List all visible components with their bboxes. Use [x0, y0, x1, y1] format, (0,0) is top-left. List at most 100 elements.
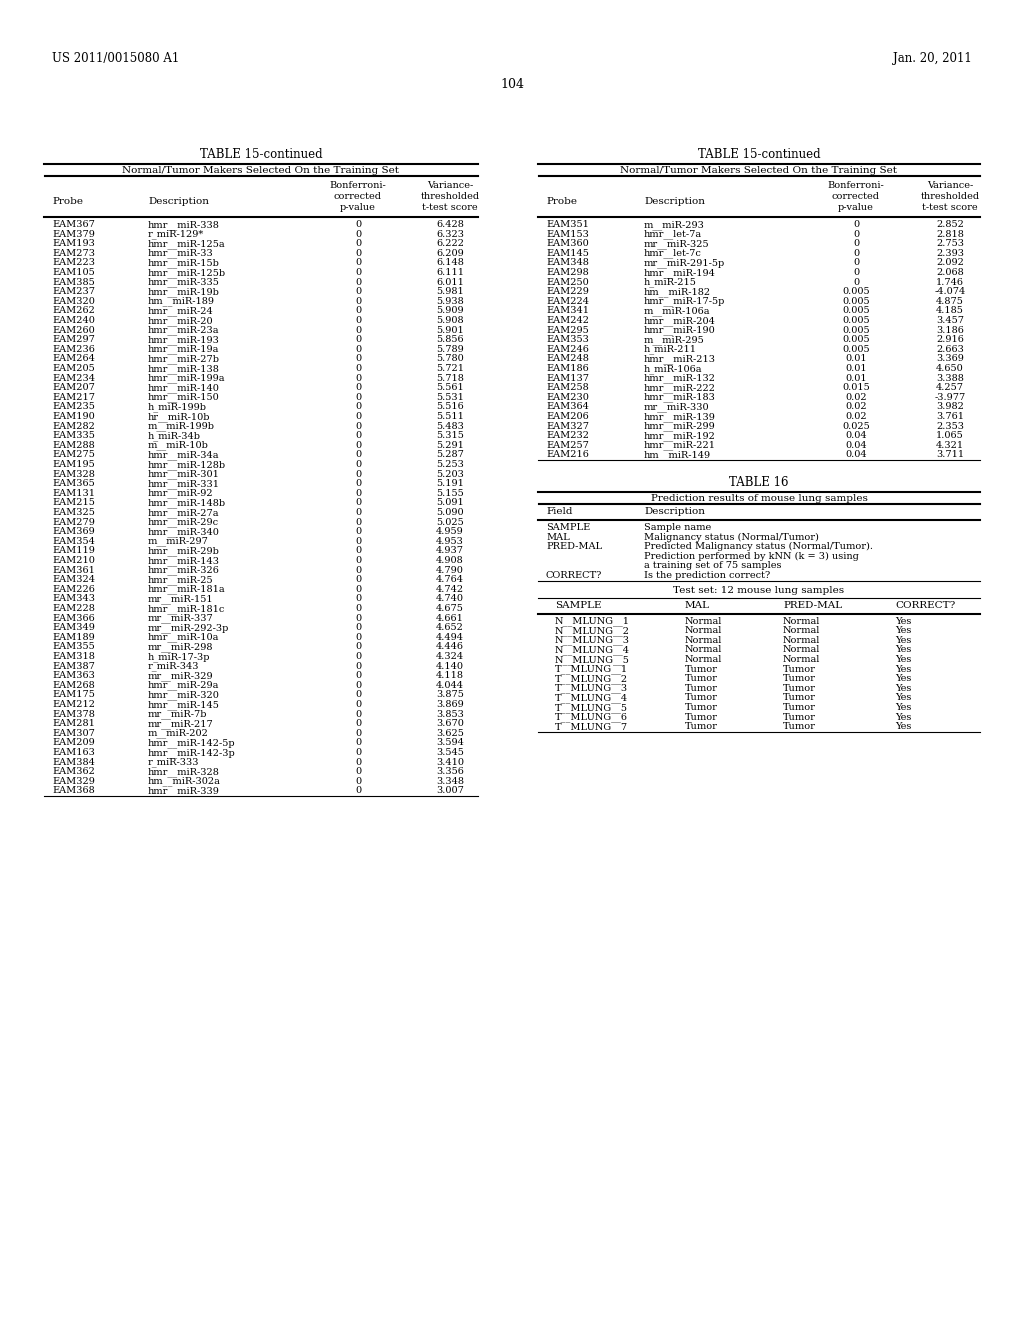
Text: m__miR-106a: m__miR-106a: [644, 306, 711, 315]
Text: Jan. 20, 2011: Jan. 20, 2011: [893, 51, 972, 65]
Text: T__MLUNG__2: T__MLUNG__2: [555, 675, 628, 684]
Text: EAM190: EAM190: [52, 412, 95, 421]
Text: 0.01: 0.01: [845, 364, 866, 374]
Text: 4.937: 4.937: [436, 546, 464, 556]
Text: 1.065: 1.065: [936, 432, 964, 440]
Text: Tumor: Tumor: [685, 675, 718, 684]
Text: N__MLUNG__2: N__MLUNG__2: [555, 626, 630, 636]
Text: 3.356: 3.356: [436, 767, 464, 776]
Text: Tumor: Tumor: [685, 722, 718, 731]
Text: EAM369: EAM369: [52, 527, 95, 536]
Text: EAM329: EAM329: [52, 776, 95, 785]
Text: Yes: Yes: [895, 616, 911, 626]
Text: 5.789: 5.789: [436, 345, 464, 354]
Text: hmr__miR-299: hmr__miR-299: [644, 421, 716, 432]
Text: m__miR-295: m__miR-295: [644, 335, 705, 345]
Text: 5.909: 5.909: [436, 306, 464, 315]
Text: Normal: Normal: [783, 655, 820, 664]
Text: a training set of 75 samples: a training set of 75 samples: [644, 561, 781, 570]
Text: 6.111: 6.111: [436, 268, 464, 277]
Text: 0: 0: [355, 297, 361, 306]
Text: EAM298: EAM298: [546, 268, 589, 277]
Text: -4.074: -4.074: [934, 288, 966, 296]
Text: 0: 0: [355, 787, 361, 796]
Text: hmr__miR-128b: hmr__miR-128b: [148, 459, 226, 470]
Text: hmr__miR-339: hmr__miR-339: [148, 787, 220, 796]
Text: hmr__miR-27b: hmr__miR-27b: [148, 354, 220, 364]
Text: hmr__miR-335: hmr__miR-335: [148, 277, 220, 288]
Text: EAM368: EAM368: [52, 787, 95, 796]
Text: EAM364: EAM364: [546, 403, 589, 412]
Text: EAM282: EAM282: [52, 421, 95, 430]
Text: EAM193: EAM193: [52, 239, 95, 248]
Text: Yes: Yes: [895, 626, 911, 635]
Text: Sample name: Sample name: [644, 523, 712, 532]
Text: Normal: Normal: [783, 626, 820, 635]
Text: Probe: Probe: [52, 197, 83, 206]
Text: Is the prediction correct?: Is the prediction correct?: [644, 572, 770, 579]
Text: EAM275: EAM275: [52, 450, 95, 459]
Text: 0: 0: [355, 690, 361, 700]
Text: Test set: 12 mouse lung samples: Test set: 12 mouse lung samples: [674, 586, 845, 594]
Text: Yes: Yes: [895, 655, 911, 664]
Text: 0: 0: [355, 748, 361, 756]
Text: 3.348: 3.348: [436, 776, 464, 785]
Text: Yes: Yes: [895, 713, 911, 722]
Text: hmr__miR-92: hmr__miR-92: [148, 488, 214, 499]
Text: 5.091: 5.091: [436, 499, 464, 507]
Text: Tumor: Tumor: [783, 684, 816, 693]
Text: EAM264: EAM264: [52, 354, 95, 363]
Text: 0: 0: [355, 729, 361, 738]
Text: hmr__miR-132: hmr__miR-132: [644, 374, 716, 383]
Text: 0: 0: [355, 758, 361, 767]
Text: Yes: Yes: [895, 684, 911, 693]
Text: N__MLUNG__5: N__MLUNG__5: [555, 655, 630, 665]
Text: Yes: Yes: [895, 675, 911, 684]
Text: 0: 0: [355, 345, 361, 354]
Text: EAM119: EAM119: [52, 546, 95, 556]
Text: SAMPLE: SAMPLE: [555, 601, 601, 610]
Text: 5.856: 5.856: [436, 335, 464, 345]
Text: hmr__miR-24: hmr__miR-24: [148, 306, 214, 315]
Text: 2.068: 2.068: [936, 268, 964, 277]
Text: Normal: Normal: [685, 636, 722, 644]
Text: 4.185: 4.185: [936, 306, 964, 315]
Text: hm__miR-302a: hm__miR-302a: [148, 776, 221, 787]
Text: 0: 0: [355, 499, 361, 507]
Text: mr__miR-7b: mr__miR-7b: [148, 710, 208, 719]
Text: 4.875: 4.875: [936, 297, 964, 306]
Text: 0: 0: [355, 565, 361, 574]
Text: Description: Description: [148, 197, 209, 206]
Text: 0: 0: [355, 700, 361, 709]
Text: 0: 0: [853, 239, 859, 248]
Text: 3.007: 3.007: [436, 787, 464, 796]
Text: 104: 104: [500, 78, 524, 91]
Text: hmr__miR-193: hmr__miR-193: [148, 335, 220, 345]
Text: hmr__miR-338: hmr__miR-338: [148, 220, 220, 230]
Text: 0: 0: [355, 248, 361, 257]
Text: Yes: Yes: [895, 636, 911, 644]
Text: EAM348: EAM348: [546, 259, 589, 268]
Text: hmr__let-7a: hmr__let-7a: [644, 230, 702, 239]
Text: EAM335: EAM335: [52, 432, 95, 440]
Text: 4.118: 4.118: [436, 671, 464, 680]
Text: 3.410: 3.410: [436, 758, 464, 767]
Text: 0: 0: [355, 288, 361, 296]
Text: mr__miR-217: mr__miR-217: [148, 719, 214, 729]
Text: EAM207: EAM207: [52, 383, 95, 392]
Text: EAM378: EAM378: [52, 710, 95, 718]
Text: 0: 0: [355, 220, 361, 228]
Text: hmr__miR-142-3p: hmr__miR-142-3p: [148, 748, 236, 758]
Text: Normal: Normal: [783, 636, 820, 644]
Text: 0.005: 0.005: [842, 315, 869, 325]
Text: EAM232: EAM232: [546, 432, 589, 440]
Text: hmr__miR-192: hmr__miR-192: [644, 432, 716, 441]
Text: 0.02: 0.02: [845, 403, 866, 412]
Text: 0: 0: [355, 585, 361, 594]
Text: 0: 0: [355, 239, 361, 248]
Text: 3.761: 3.761: [936, 412, 964, 421]
Text: 0: 0: [355, 738, 361, 747]
Text: TABLE 15-continued: TABLE 15-continued: [697, 148, 820, 161]
Text: 0.005: 0.005: [842, 297, 869, 306]
Text: 0: 0: [355, 671, 361, 680]
